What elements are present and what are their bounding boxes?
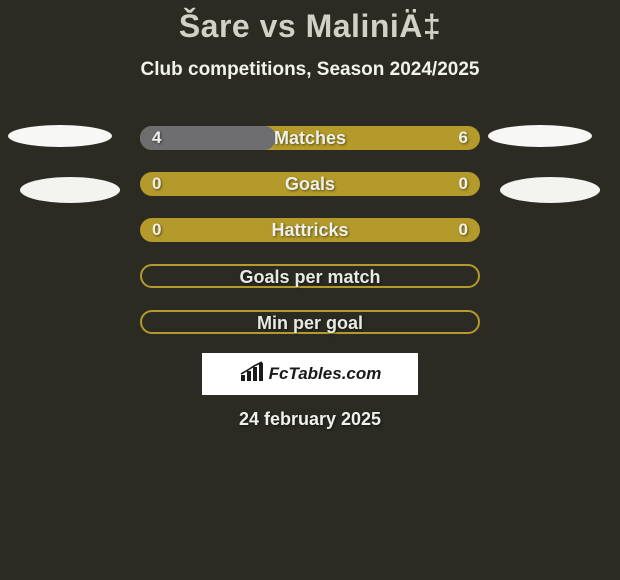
stat-bar-hattricks: 0 Hattricks 0: [140, 218, 480, 242]
right-portrait-1: [488, 125, 592, 147]
stat-right-value: 0: [459, 172, 468, 196]
comparison-card: Šare vs MaliniÄ‡ Club competitions, Seas…: [0, 0, 620, 580]
fctables-logo: FcTables.com: [202, 353, 418, 395]
subtitle: Club competitions, Season 2024/2025: [0, 59, 620, 81]
stat-right-value: 0: [459, 218, 468, 242]
stat-bar-matches: 4 Matches 6: [140, 126, 480, 150]
stat-label: Matches: [140, 126, 480, 150]
date-label: 24 february 2025: [0, 409, 620, 430]
right-portrait-2: [500, 177, 600, 203]
stat-label: Min per goal: [142, 312, 478, 334]
stat-right-value: 6: [459, 126, 468, 150]
left-portrait-1: [8, 125, 112, 147]
logo-text: FcTables.com: [269, 364, 382, 384]
stat-label: Goals: [140, 172, 480, 196]
page-title: Šare vs MaliniÄ‡: [0, 0, 620, 45]
stat-label: Goals per match: [142, 266, 478, 288]
stat-bar-goals-per-match: Goals per match: [140, 264, 480, 288]
stat-bar-goals: 0 Goals 0: [140, 172, 480, 196]
left-portrait-2: [20, 177, 120, 203]
stat-bar-min-per-goal: Min per goal: [140, 310, 480, 334]
bars-icon: [239, 361, 265, 388]
stat-label: Hattricks: [140, 218, 480, 242]
